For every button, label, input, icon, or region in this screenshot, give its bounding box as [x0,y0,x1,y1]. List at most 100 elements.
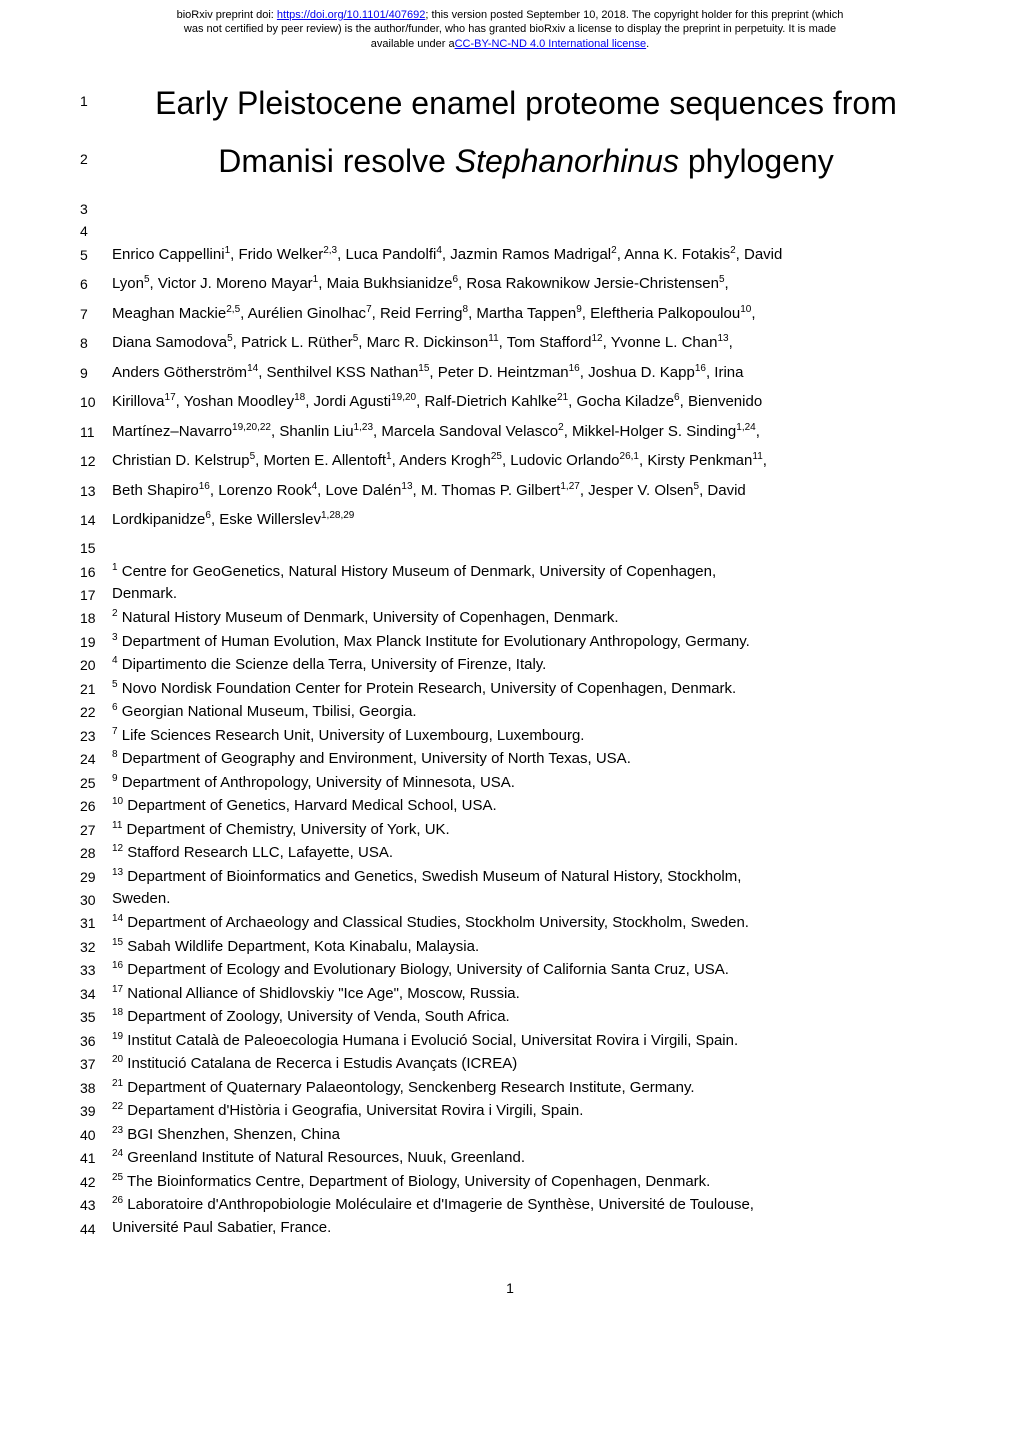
line-number: 39 [80,1099,112,1122]
line-number: 4 [80,221,112,239]
affiliation-row: 3417 National Alliance of Shidlovskiy "I… [80,982,940,1006]
doi-prefix: bioRxiv preprint doi: [177,9,277,21]
line-number: 9 [80,361,112,384]
affiliation-text: 26 Laboratoire d'Anthropobiologie Molécu… [112,1193,940,1217]
license-prefix: available under a [371,38,455,50]
doi-line: bioRxiv preprint doi: https://doi.org/10… [40,8,980,22]
line-number: 10 [80,390,112,413]
affiliation-text: 6 Georgian National Museum, Tbilisi, Geo… [112,700,940,724]
author-row: 14Lordkipanidze6, Eske Willerslev1,28,29 [80,508,940,538]
author-row: 12Christian D. Kelstrup5, Morten E. Alle… [80,449,940,479]
affiliation-text: 25 The Bioinformatics Centre, Department… [112,1170,940,1194]
affiliation-text: 5 Novo Nordisk Foundation Center for Pro… [112,677,940,701]
author-row: 5Enrico Cappellini1, Frido Welker2,3, Lu… [80,243,940,273]
license-line: available under aCC-BY-NC-ND 4.0 Interna… [40,37,980,51]
affiliation-row: 4225 The Bioinformatics Centre, Departme… [80,1170,940,1194]
line-number: 42 [80,1170,112,1193]
line-number: 37 [80,1052,112,1075]
author-text: Christian D. Kelstrup5, Morten E. Allent… [112,449,940,473]
line-number: 44 [80,1217,112,1240]
affiliation-row: 259 Department of Anthropology, Universi… [80,771,940,795]
affiliation-text: 10 Department of Genetics, Harvard Medic… [112,794,940,818]
doi-suffix: ; this version posted September 10, 2018… [425,9,843,21]
affiliation-row: 204 Dipartimento die Scienze della Terra… [80,653,940,677]
affiliation-text: 3 Department of Human Evolution, Max Pla… [112,630,940,654]
line-number: 38 [80,1076,112,1099]
affiliation-text: 11 Department of Chemistry, University o… [112,818,940,842]
author-row: 7Meaghan Mackie2,5, Aurélien Ginolhac7, … [80,302,940,332]
affiliation-row: 30Sweden. [80,888,940,911]
author-text: Lordkipanidze6, Eske Willerslev1,28,29 [112,508,940,532]
affiliation-row: 4326 Laboratoire d'Anthropobiologie Molé… [80,1193,940,1217]
line-number: 27 [80,818,112,841]
affiliation-row: 237 Life Sciences Research Unit, Univers… [80,724,940,748]
cert-line: was not certified by peer review) is the… [40,22,980,36]
affiliation-text: 18 Department of Zoology, University of … [112,1005,940,1029]
affiliation-row: 44Université Paul Sabatier, France. [80,1217,940,1240]
line-number: 18 [80,606,112,629]
affiliation-row: 248 Department of Geography and Environm… [80,747,940,771]
line-number: 2 [80,141,112,167]
line-number: 40 [80,1123,112,1146]
line-number: 36 [80,1029,112,1052]
line-number: 17 [80,583,112,606]
affiliation-row: 226 Georgian National Museum, Tbilisi, G… [80,700,940,724]
license-link[interactable]: CC-BY-NC-ND 4.0 International license [455,38,647,50]
blank-row: 4 [80,221,940,243]
line-number: 22 [80,700,112,723]
line-number: 14 [80,508,112,531]
affiliation-text: Denmark. [112,583,940,606]
affiliation-row: 2610 Department of Genetics, Harvard Med… [80,794,940,818]
author-text: Kirillova17, Yoshan Moodley18, Jordi Agu… [112,390,940,414]
author-row: 11Martínez–Navarro19,20,22, Shanlin Liu1… [80,420,940,450]
author-text: Diana Samodova5, Patrick L. Rüther5, Mar… [112,331,940,355]
line-number: 8 [80,331,112,354]
affiliation-text: 23 BGI Shenzhen, Shenzen, China [112,1123,940,1147]
line-number: 41 [80,1146,112,1169]
title-italic: Stephanorhinus [455,143,679,179]
author-text: Meaghan Mackie2,5, Aurélien Ginolhac7, R… [112,302,940,326]
line-number: 16 [80,560,112,583]
affiliation-row: 3215 Sabah Wildlife Department, Kota Kin… [80,935,940,959]
line-number: 15 [80,538,112,556]
line-number: 32 [80,935,112,958]
affiliation-row: 4023 BGI Shenzhen, Shenzen, China [80,1123,940,1147]
line-number: 30 [80,888,112,911]
paper-title-line1: Early Pleistocene enamel proteome sequen… [112,83,940,123]
line-number: 31 [80,911,112,934]
affiliation-row: 3821 Department of Quaternary Palaeontol… [80,1076,940,1100]
doi-link[interactable]: https://doi.org/10.1101/407692 [277,9,425,21]
affiliation-text: 4 Dipartimento die Scienze della Terra, … [112,653,940,677]
affiliation-row: 3720 Institució Catalana de Recerca i Es… [80,1052,940,1076]
affiliation-row: 161 Centre for GeoGenetics, Natural Hist… [80,560,940,584]
affiliation-row: 182 Natural History Museum of Denmark, U… [80,606,940,630]
affiliation-text: 2 Natural History Museum of Denmark, Uni… [112,606,940,630]
author-row: 9Anders Götherström14, Senthilvel KSS Na… [80,361,940,391]
affiliation-text: 1 Centre for GeoGenetics, Natural Histor… [112,560,940,584]
paper-title-line2: Dmanisi resolve Stephanorhinus phylogeny [112,141,940,181]
title-part-a: Dmanisi resolve [218,143,455,179]
title-row-2: 2 Dmanisi resolve Stephanorhinus phyloge… [80,141,940,199]
line-number: 21 [80,677,112,700]
line-number: 34 [80,982,112,1005]
preprint-header: bioRxiv preprint doi: https://doi.org/10… [0,0,1020,53]
affiliation-text: 8 Department of Geography and Environmen… [112,747,940,771]
line-number: 13 [80,479,112,502]
author-row: 8Diana Samodova5, Patrick L. Rüther5, Ma… [80,331,940,361]
author-row: 10Kirillova17, Yoshan Moodley18, Jordi A… [80,390,940,420]
line-number: 5 [80,243,112,266]
affiliation-text: 20 Institució Catalana de Recerca i Estu… [112,1052,940,1076]
affiliation-text: 14 Department of Archaeology and Classic… [112,911,940,935]
affiliation-text: 12 Stafford Research LLC, Lafayette, USA… [112,841,940,865]
blank-row: 3 [80,199,940,221]
affiliation-row: 2913 Department of Bioinformatics and Ge… [80,865,940,889]
affiliation-row: 215 Novo Nordisk Foundation Center for P… [80,677,940,701]
affiliation-text: 13 Department of Bioinformatics and Gene… [112,865,940,889]
page-number: 1 [0,1260,1020,1306]
author-row: 6Lyon5, Victor J. Moreno Mayar1, Maia Bu… [80,272,940,302]
author-text: Lyon5, Victor J. Moreno Mayar1, Maia Buk… [112,272,940,296]
affiliation-text: 16 Department of Ecology and Evolutionar… [112,958,940,982]
affiliation-row: 3316 Department of Ecology and Evolution… [80,958,940,982]
line-number: 11 [80,420,112,443]
main-content: 1 Early Pleistocene enamel proteome sequ… [0,53,1020,1260]
